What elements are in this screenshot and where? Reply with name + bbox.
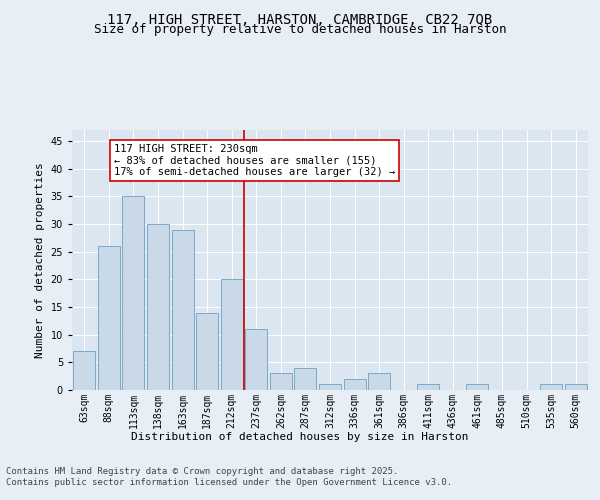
Bar	[172, 230, 194, 390]
Text: Distribution of detached houses by size in Harston: Distribution of detached houses by size …	[131, 432, 469, 442]
Bar	[466, 384, 488, 390]
Bar	[73, 352, 95, 390]
Bar	[221, 280, 243, 390]
Bar	[417, 384, 439, 390]
Text: 117 HIGH STREET: 230sqm
← 83% of detached houses are smaller (155)
17% of semi-d: 117 HIGH STREET: 230sqm ← 83% of detache…	[114, 144, 395, 177]
Bar	[540, 384, 562, 390]
Bar	[245, 329, 268, 390]
Bar	[368, 374, 390, 390]
Bar	[122, 196, 145, 390]
Text: 117, HIGH STREET, HARSTON, CAMBRIDGE, CB22 7QB: 117, HIGH STREET, HARSTON, CAMBRIDGE, CB…	[107, 12, 493, 26]
Bar	[319, 384, 341, 390]
Text: Size of property relative to detached houses in Harston: Size of property relative to detached ho…	[94, 22, 506, 36]
Bar	[344, 379, 365, 390]
Bar	[147, 224, 169, 390]
Bar	[565, 384, 587, 390]
Bar	[295, 368, 316, 390]
Bar	[196, 312, 218, 390]
Y-axis label: Number of detached properties: Number of detached properties	[35, 162, 45, 358]
Bar	[270, 374, 292, 390]
Text: Contains HM Land Registry data © Crown copyright and database right 2025.
Contai: Contains HM Land Registry data © Crown c…	[6, 468, 452, 487]
Bar	[98, 246, 120, 390]
